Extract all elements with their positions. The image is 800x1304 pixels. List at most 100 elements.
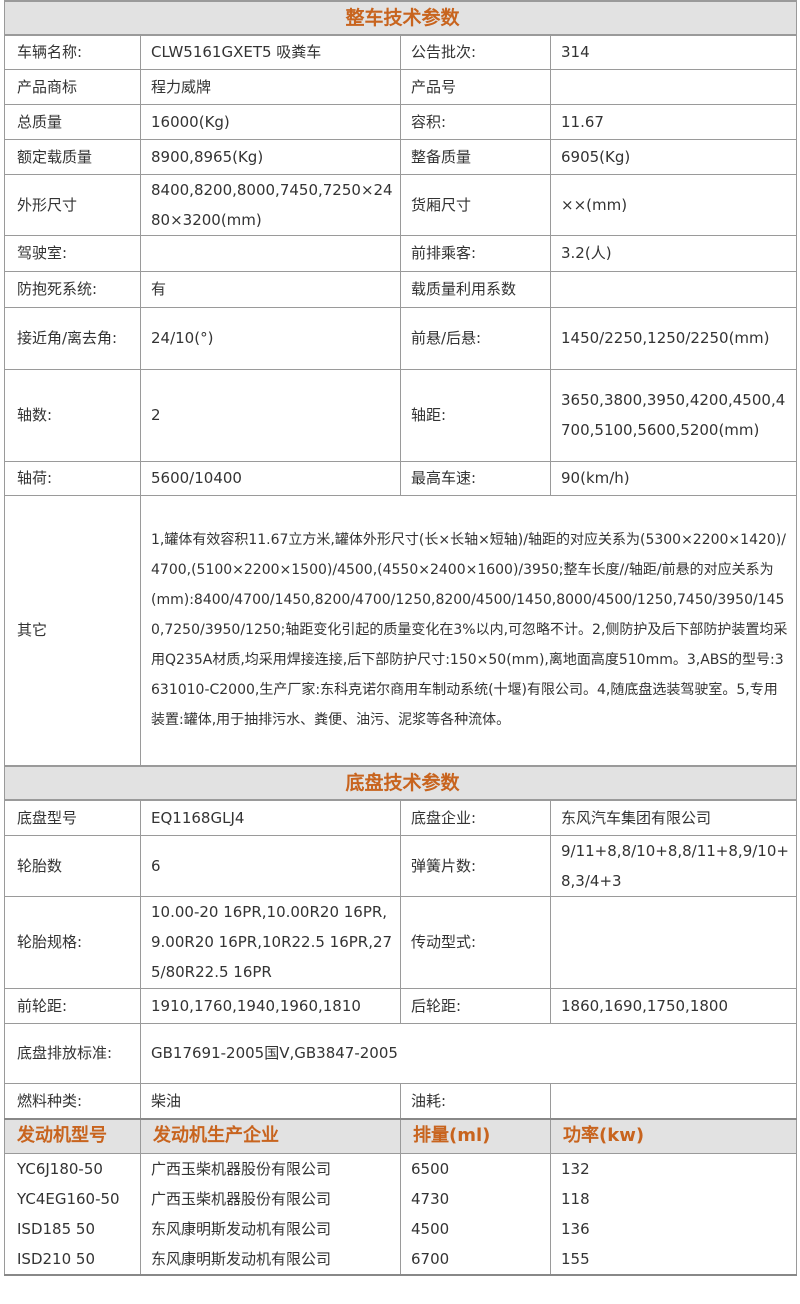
vehicle-spec-row: 接近角/离去角: 24/10(°) 前悬/后悬: 1450/2250,1250/225… (4, 306, 798, 370)
chassis-spec-row: 前轮距: 1910,1760,1940,1960,1810 后轮距: 1860,169… (4, 987, 798, 1024)
field-label: 轴数: (4, 368, 141, 462)
engine-cell: 4730 (400, 1183, 551, 1214)
field-value: 8900,8965(Kg) (140, 138, 401, 175)
field-label: 前悬/后悬: (400, 306, 551, 370)
chassis-spec-row: 轮胎数 6 弹簧片数: 9/11+8,8/10+8,8/11+8,9/10+8,3/4… (4, 834, 798, 897)
engine-cell: 6700 (400, 1243, 551, 1276)
field-value: CLW5161GXET5 吸粪车 (140, 34, 401, 70)
vehicle-spec-row: 车辆名称: CLW5161GXET5 吸粪车 公告批次: 314 (4, 34, 798, 70)
field-value: 314 (549, 34, 798, 70)
field-value: 1450/2250,1250/2250(mm) (549, 306, 798, 370)
field-label: 底盘排放标准: (4, 1022, 141, 1084)
field-value: 3650,3800,3950,4200,4500,4700,5100,5600,… (549, 368, 798, 462)
engine-header-row: 发动机型号 发动机生产企业 排量(ml) 功率(kw) (4, 1118, 798, 1154)
field-value: 90(km/h) (549, 460, 798, 496)
engine-cell: YC4EG160-50 (4, 1183, 141, 1214)
field-label: 后轮距: (400, 987, 551, 1024)
field-label: 前排乘客: (400, 234, 551, 272)
field-value: 东风汽车集团有限公司 (549, 799, 798, 836)
engine-row: YC6J180-50 广西玉柴机器股份有限公司 6500 132 (4, 1153, 798, 1184)
field-label: 油耗: (400, 1082, 551, 1120)
engine-column-header: 排量(ml) (400, 1118, 551, 1154)
chassis-spec-row: 轮胎规格: 10.00-20 16PR,10.00R20 16PR,9.00R20… (4, 895, 798, 989)
other-row: 其它 1,罐体有效容积11.67立方米,罐体外形尺寸(长×长轴×短轴)/轴距的对应… (4, 494, 798, 767)
field-value: 8400,8200,8000,7450,7250×2480×3200(mm) (140, 173, 401, 236)
chassis-spec-row: 底盘型号 EQ1168GLJ4 底盘企业: 东风汽车集团有限公司 (4, 799, 798, 836)
engine-column-header: 发动机生产企业 (140, 1118, 401, 1154)
engine-column-header: 发动机型号 (4, 1118, 141, 1154)
field-label: 最高车速: (400, 460, 551, 496)
field-label: 燃料种类: (4, 1082, 141, 1120)
field-label: 驾驶室: (4, 234, 141, 272)
field-label: 外形尺寸 (4, 173, 141, 236)
field-value: 2 (140, 368, 401, 462)
field-label: 货厢尺寸 (400, 173, 551, 236)
engine-cell: 136 (549, 1213, 798, 1244)
field-value: GB17691-2005国V,GB3847-2005 (139, 1022, 798, 1084)
engine-cell: 155 (549, 1243, 798, 1276)
field-value (549, 270, 798, 308)
field-label: 轮胎数 (4, 834, 141, 897)
field-label: 整备质量 (400, 138, 551, 175)
field-label: 底盘型号 (4, 799, 141, 836)
engine-cell: 广西玉柴机器股份有限公司 (140, 1183, 401, 1214)
field-label: 总质量 (4, 103, 141, 140)
engine-row: YC4EG160-50 广西玉柴机器股份有限公司 4730 118 (4, 1183, 798, 1214)
field-label: 接近角/离去角: (4, 306, 141, 370)
engine-cell: 4500 (400, 1213, 551, 1244)
field-label: 弹簧片数: (400, 834, 551, 897)
field-value: 柴油 (140, 1082, 401, 1120)
field-label: 轴距: (400, 368, 551, 462)
field-label: 轴荷: (4, 460, 141, 496)
field-label: 底盘企业: (400, 799, 551, 836)
engine-column-header: 功率(kw) (549, 1118, 798, 1154)
chassis-spec-row: 底盘排放标准: GB17691-2005国V,GB3847-2005 (4, 1022, 798, 1084)
field-value: 3.2(人) (549, 234, 798, 272)
vehicle-spec-row: 总质量 16000(Kg) 容积: 11.67 (4, 103, 798, 140)
chassis-spec-row: 燃料种类: 柴油 油耗: (4, 1082, 798, 1120)
engine-cell: 东风康明斯发动机有限公司 (140, 1213, 401, 1244)
spec-table: 整车技术参数 车辆名称: CLW5161GXET5 吸粪车 公告批次: 314 产品商标程… (3, 0, 798, 1276)
field-value: 10.00-20 16PR,10.00R20 16PR,9.00R20 16PR… (140, 895, 401, 989)
engine-cell: 132 (549, 1153, 798, 1184)
other-text: 1,罐体有效容积11.67立方米,罐体外形尺寸(长×长轴×短轴)/轴距的对应关系… (139, 494, 798, 767)
field-label: 容积: (400, 103, 551, 140)
field-label: 产品号 (400, 68, 551, 105)
engine-row: ISD185 50 东风康明斯发动机有限公司 4500 136 (4, 1213, 798, 1244)
field-value: 24/10(°) (140, 306, 401, 370)
vehicle-spec-row: 轴数: 2 轴距: 3650,3800,3950,4200,4500,4700,510… (4, 368, 798, 462)
field-value: EQ1168GLJ4 (140, 799, 401, 836)
engine-row: ISD210 50 东风康明斯发动机有限公司 6700 155 (4, 1243, 798, 1276)
field-value (549, 68, 798, 105)
field-value (140, 234, 401, 272)
vehicle-spec-row: 外形尺寸 8400,8200,8000,7450,7250×2480×3200(m… (4, 173, 798, 236)
vehicle-spec-row: 额定载质量 8900,8965(Kg) 整备质量 6905(Kg) (4, 138, 798, 175)
field-label: 额定载质量 (4, 138, 141, 175)
engine-cell: 广西玉柴机器股份有限公司 (140, 1153, 401, 1184)
field-value: ××(mm) (549, 173, 798, 236)
engine-cell: YC6J180-50 (4, 1153, 141, 1184)
field-label: 传动型式: (400, 895, 551, 989)
chassis-section-header: 底盘技术参数 (3, 765, 798, 801)
field-value: 6905(Kg) (549, 138, 798, 175)
engine-cell: ISD185 50 (4, 1213, 141, 1244)
other-label: 其它 (4, 494, 141, 767)
field-value: 6 (140, 834, 401, 897)
field-label: 轮胎规格: (4, 895, 141, 989)
field-value: 16000(Kg) (140, 103, 401, 140)
field-value: 11.67 (549, 103, 798, 140)
field-label: 载质量利用系数 (400, 270, 551, 308)
field-value (549, 895, 798, 989)
field-label: 车辆名称: (4, 34, 141, 70)
field-label: 产品商标 (4, 68, 141, 105)
field-label: 防抱死系统: (4, 270, 141, 308)
field-value: 1910,1760,1940,1960,1810 (140, 987, 401, 1024)
engine-cell: 118 (549, 1183, 798, 1214)
vehicle-spec-row: 驾驶室: 前排乘客: 3.2(人) (4, 234, 798, 272)
vehicle-spec-row: 轴荷: 5600/10400 最高车速: 90(km/h) (4, 460, 798, 496)
field-value (549, 1082, 798, 1120)
chassis-section-header-title: 底盘技术参数 (3, 765, 798, 801)
engine-cell: 东风康明斯发动机有限公司 (140, 1243, 401, 1276)
field-value: 5600/10400 (140, 460, 401, 496)
field-value: 1860,1690,1750,1800 (549, 987, 798, 1024)
